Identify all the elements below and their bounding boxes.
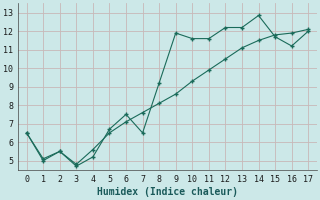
X-axis label: Humidex (Indice chaleur): Humidex (Indice chaleur) — [97, 186, 238, 197]
